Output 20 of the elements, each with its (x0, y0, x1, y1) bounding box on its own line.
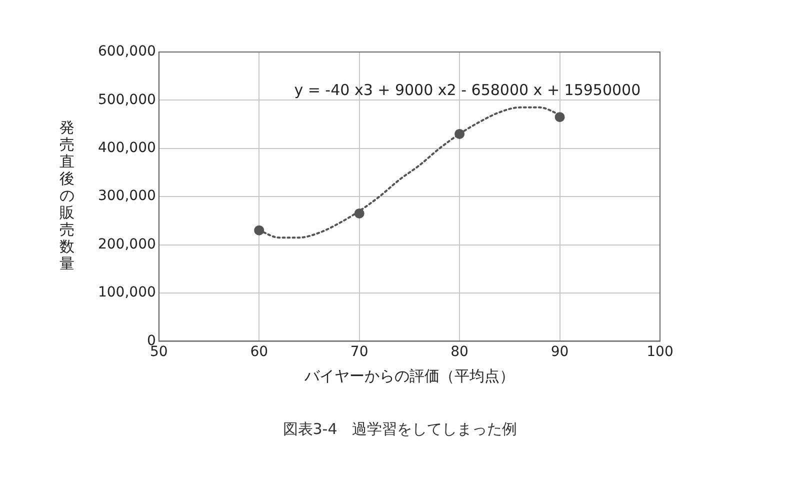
x-tick-label: 50 (150, 344, 168, 360)
y-tick-label: 500,000 (98, 92, 156, 108)
annotation: y = -40 x3 + 9000 x2 - 658000 x + 15950000 (294, 80, 641, 99)
x-tick-label: 90 (550, 344, 569, 360)
text: 発売直後の販売数量 (59, 118, 74, 272)
y-tick-label: 600,000 (98, 44, 156, 60)
y-tick-label: 100,000 (98, 284, 156, 301)
point (454, 128, 465, 139)
x-axis-title: バイヤーからの評価（平均点） (303, 366, 514, 385)
y-tick-label: 400,000 (98, 140, 156, 156)
y-tick-label: 300,000 (98, 188, 156, 204)
x-tick-label: 100 (646, 344, 674, 360)
text: 図表3-4 過学習をしてしまった例 (282, 420, 518, 439)
point (254, 225, 264, 236)
x-tick-label: 80 (450, 344, 468, 360)
point (554, 112, 565, 122)
point (354, 208, 364, 218)
x-tick-label: 70 (350, 344, 368, 360)
x-tick-label: 60 (250, 344, 268, 360)
y-tick-label: 200,000 (98, 236, 156, 252)
